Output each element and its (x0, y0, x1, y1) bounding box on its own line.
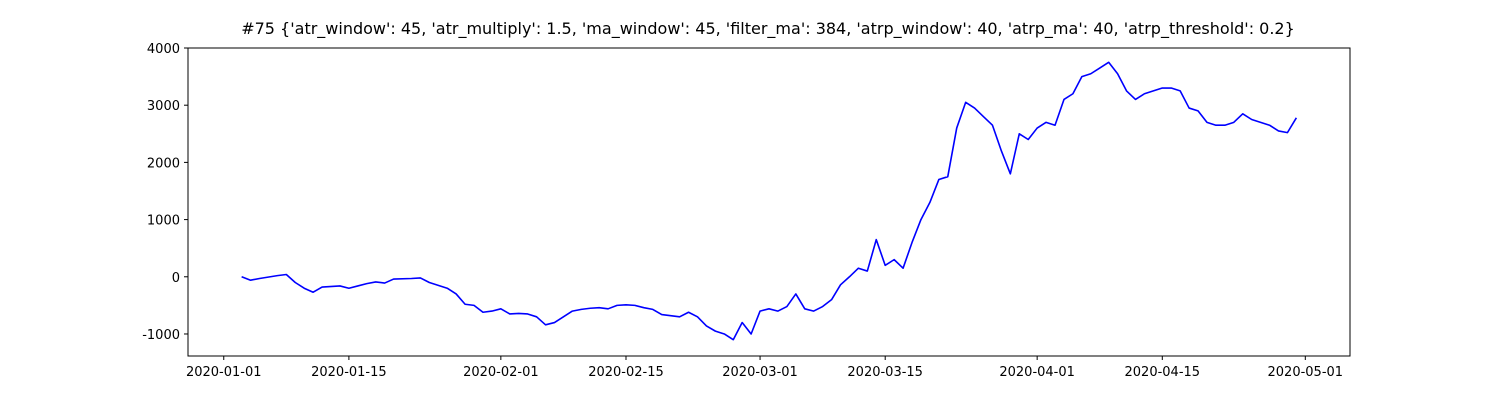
x-tick-label: 2020-04-15 (1125, 365, 1201, 380)
y-tick-label: 4000 (147, 42, 180, 57)
plot-frame (187, 47, 1351, 357)
y-tick-label: -1000 (142, 328, 180, 343)
x-tick-label: 2020-03-15 (847, 365, 923, 380)
y-tick-label: 0 (172, 271, 180, 286)
y-tick-label: 1000 (147, 214, 180, 229)
y-tick-label: 3000 (147, 99, 180, 114)
x-tick-label: 2020-02-01 (463, 365, 539, 380)
x-tick-label: 2020-01-01 (186, 365, 262, 380)
data-line (241, 61, 1298, 341)
x-tick-label: 2020-05-01 (1268, 365, 1344, 380)
x-tick-label: 2020-02-15 (588, 365, 664, 380)
x-tick-label: 2020-03-01 (722, 365, 798, 380)
x-tick-label: 2020-04-01 (999, 365, 1075, 380)
x-tick-label: 2020-01-15 (311, 365, 387, 380)
y-tick-label: 2000 (147, 156, 180, 171)
chart-title: #75 {'atr_window': 45, 'atr_multiply': 1… (241, 19, 1295, 39)
